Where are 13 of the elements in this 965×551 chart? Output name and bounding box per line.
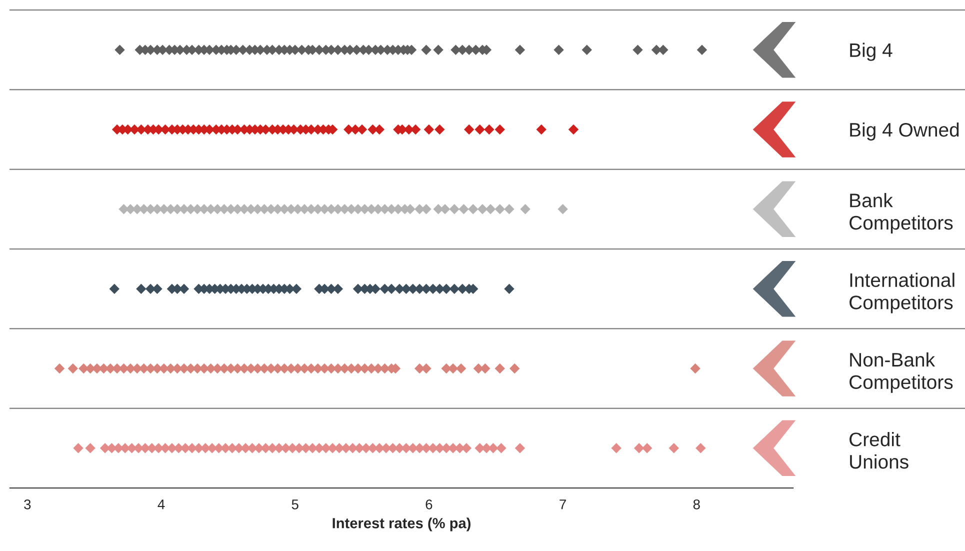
x-tick-label: 4: [158, 500, 165, 510]
y-tick-label: Credit Unions: [850, 432, 908, 469]
y-tick-label: Big 4: [850, 42, 892, 61]
x-tick-label: 5: [292, 500, 298, 510]
y-tick-label: Bank Competitors: [850, 193, 953, 234]
x-tick-label: 8: [693, 499, 700, 510]
y-tick-label: Big 4 Owned: [850, 122, 959, 141]
y-tick-label: International Competitors: [850, 272, 954, 314]
x-tick-label: 3: [24, 499, 31, 510]
y-tick-label: Non-Bank Competitors: [850, 352, 953, 393]
x-tick-label: 7: [560, 500, 566, 510]
x-axis-title: Interest rates (% pa): [332, 518, 470, 532]
x-tick-label: 6: [426, 499, 432, 510]
